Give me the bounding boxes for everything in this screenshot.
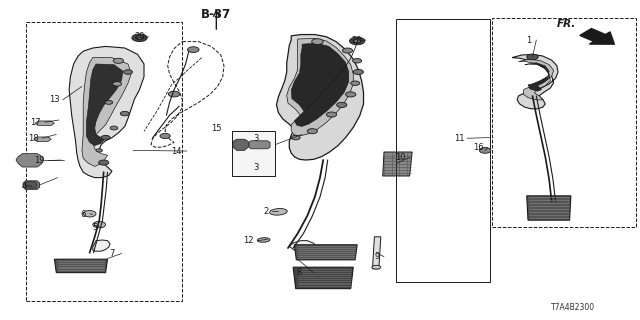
Circle shape <box>342 48 353 53</box>
Circle shape <box>96 149 102 152</box>
Circle shape <box>527 54 538 60</box>
Text: 3: 3 <box>253 163 259 172</box>
Text: 15: 15 <box>211 124 221 133</box>
Polygon shape <box>249 141 270 149</box>
Circle shape <box>132 34 147 42</box>
Bar <box>232 131 275 176</box>
Text: 6: 6 <box>81 210 86 219</box>
Bar <box>26 22 182 301</box>
Circle shape <box>353 59 362 63</box>
Circle shape <box>83 211 96 217</box>
Polygon shape <box>383 152 412 176</box>
Polygon shape <box>287 38 353 136</box>
Text: 8: 8 <box>297 268 302 277</box>
Text: 12: 12 <box>243 236 253 245</box>
Circle shape <box>353 39 361 43</box>
Bar <box>396 19 490 282</box>
Circle shape <box>349 37 365 45</box>
Polygon shape <box>69 46 144 178</box>
Polygon shape <box>525 63 549 91</box>
Polygon shape <box>527 196 571 220</box>
Circle shape <box>479 148 491 153</box>
Polygon shape <box>276 35 364 160</box>
Polygon shape <box>16 154 44 167</box>
Polygon shape <box>23 181 40 189</box>
Text: 13: 13 <box>49 95 60 104</box>
Text: 14: 14 <box>171 147 181 156</box>
Circle shape <box>113 58 124 63</box>
FancyArrow shape <box>580 28 614 44</box>
Polygon shape <box>372 237 381 269</box>
Polygon shape <box>233 139 248 150</box>
Polygon shape <box>518 59 554 100</box>
Polygon shape <box>35 121 54 125</box>
Circle shape <box>307 129 317 134</box>
Circle shape <box>312 39 323 44</box>
Circle shape <box>124 70 132 74</box>
Polygon shape <box>54 259 108 273</box>
Text: 3: 3 <box>253 134 259 143</box>
Text: 2: 2 <box>263 207 268 216</box>
Text: 20: 20 <box>352 36 362 44</box>
Ellipse shape <box>372 265 381 269</box>
Circle shape <box>105 100 113 104</box>
Circle shape <box>93 221 106 228</box>
Text: 7: 7 <box>109 249 115 258</box>
Polygon shape <box>293 267 353 289</box>
Circle shape <box>291 135 300 140</box>
Circle shape <box>353 69 364 75</box>
Circle shape <box>337 102 347 108</box>
Polygon shape <box>291 43 349 126</box>
Polygon shape <box>82 58 131 166</box>
Circle shape <box>113 82 122 86</box>
Text: 18: 18 <box>28 134 38 143</box>
Circle shape <box>110 126 118 130</box>
Text: 9: 9 <box>375 252 380 261</box>
Text: 5: 5 <box>92 223 97 232</box>
Polygon shape <box>93 240 110 251</box>
Text: 4: 4 <box>22 182 27 191</box>
Text: 19: 19 <box>35 156 45 165</box>
Text: 10: 10 <box>395 153 405 162</box>
Text: 16: 16 <box>474 143 484 152</box>
Polygon shape <box>34 137 51 141</box>
Polygon shape <box>86 64 123 146</box>
Text: 17: 17 <box>30 118 40 127</box>
Text: 11: 11 <box>454 134 465 143</box>
Text: T7A4B2300: T7A4B2300 <box>551 303 595 312</box>
Text: 1: 1 <box>526 36 531 44</box>
Circle shape <box>168 91 180 97</box>
Circle shape <box>188 47 199 52</box>
Polygon shape <box>289 241 317 252</box>
Circle shape <box>99 160 109 165</box>
Ellipse shape <box>257 238 270 242</box>
Circle shape <box>101 135 110 140</box>
Ellipse shape <box>269 209 287 215</box>
Bar <box>492 18 636 227</box>
Text: FR.: FR. <box>557 19 576 29</box>
Text: B-37: B-37 <box>201 8 232 21</box>
Circle shape <box>326 112 337 117</box>
Polygon shape <box>512 54 558 109</box>
Polygon shape <box>294 245 357 260</box>
Circle shape <box>346 92 356 97</box>
Circle shape <box>160 133 170 139</box>
Circle shape <box>351 81 360 85</box>
Circle shape <box>136 36 143 40</box>
Text: 20: 20 <box>134 32 145 41</box>
Circle shape <box>120 111 129 116</box>
Polygon shape <box>26 182 37 188</box>
